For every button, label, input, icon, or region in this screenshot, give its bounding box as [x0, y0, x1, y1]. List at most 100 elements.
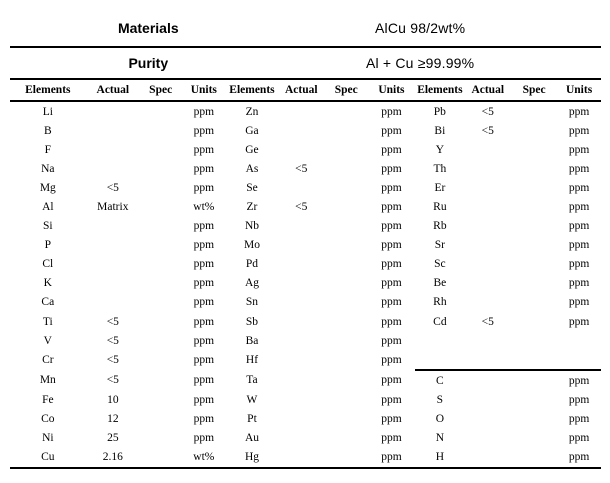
table-row: Mg <5 ppm Se ppm Er ppm: [10, 178, 601, 197]
actual-cell-group-1: <5: [106, 374, 119, 387]
element-cell-group-2: Hg: [244, 451, 259, 464]
actual-cell-group-3: <5: [481, 105, 494, 118]
actual-cell-group-1: 2.16: [102, 451, 123, 464]
actual-cell-group-2: [278, 370, 325, 390]
element-cell-group-1: B: [43, 124, 52, 137]
units-cell-group-3: ppm: [568, 296, 590, 309]
units-cell-group-3: ppm: [568, 181, 590, 194]
units-cell-group-3: ppm: [568, 105, 590, 118]
element-cell-group-3: Rh: [433, 296, 447, 309]
purity-value: Al + Cu ≥99.99%: [365, 55, 475, 71]
units-cell-group-1: ppm: [193, 393, 215, 406]
units-cell-group-2: ppm: [381, 432, 402, 445]
element-cell-group-3: [415, 331, 464, 350]
units-cell-group-2: ppm: [381, 124, 402, 137]
units-cell-group-2: ppm: [381, 201, 402, 214]
actual-cell-group-3: [464, 293, 511, 312]
units-cell-group-1: ppm: [193, 334, 215, 347]
element-cell-group-3: Be: [433, 277, 447, 290]
element-cell-group-1: Cl: [42, 258, 54, 271]
element-cell-group-1: Al: [42, 201, 54, 214]
element-cell-group-1: Fe: [42, 393, 54, 406]
spec-cell-group-1: [140, 312, 181, 331]
actual-cell-group-3: [464, 331, 511, 350]
spec-cell-group-3: [511, 429, 557, 448]
units-cell-group-1: ppm: [193, 181, 215, 194]
spec-cell-group-1: [140, 331, 181, 350]
spec-cell-group-3: [511, 274, 557, 293]
column-header-units-group-2: Units: [367, 80, 416, 102]
units-cell-group-2: ppm: [381, 162, 402, 175]
element-cell-group-2: Ag: [244, 277, 259, 290]
units-cell-group-2: ppm: [381, 393, 402, 406]
units-cell-group-1: wt%: [193, 201, 215, 214]
actual-cell-group-1: 12: [107, 413, 119, 426]
purity-table-document: Materials AlCu 98/2wt% Purity Al + Cu ≥9…: [10, 10, 601, 469]
actual-cell-group-1: [86, 255, 140, 274]
element-cell-group-3: Sc: [434, 258, 446, 271]
column-header-row: Elements Actual Spec Units Elements Actual Spe…: [10, 80, 601, 102]
units-cell-group-1: ppm: [193, 296, 215, 309]
units-cell-group-3: ppm: [568, 413, 590, 426]
actual-cell-group-1: <5: [106, 334, 119, 347]
spec-cell-group-2: [325, 293, 368, 312]
column-header-elements-group-3: Elements: [415, 80, 465, 102]
element-cell-group-2: Se: [246, 181, 258, 194]
table-row: Cr <5 ppm Hf ppm: [10, 350, 601, 372]
element-cell-group-1: Na: [41, 162, 55, 175]
actual-cell-group-1: [86, 217, 140, 236]
spec-cell-group-2: [325, 159, 368, 178]
element-cell-group-2: Ba: [245, 334, 259, 347]
element-cell-group-1: Ni: [42, 432, 54, 445]
units-cell-group-2: ppm: [381, 181, 402, 194]
spec-cell-group-3: [511, 217, 557, 236]
element-cell-group-2: W: [246, 393, 258, 406]
units-cell-group-2: ppm: [381, 354, 402, 367]
units-cell-group-1: ppm: [193, 315, 215, 328]
actual-cell-group-2: [278, 274, 325, 293]
column-header-spec-group-3: Spec: [511, 80, 558, 102]
spec-cell-group-1: [140, 121, 181, 140]
spec-cell-group-2: [325, 331, 368, 350]
units-cell-group-3: ppm: [568, 143, 590, 156]
element-cell-group-2: Nb: [244, 220, 259, 233]
actual-cell-group-2: [278, 236, 325, 255]
spec-cell-group-1: [140, 178, 181, 197]
actual-cell-group-1: 25: [107, 432, 119, 445]
spec-cell-group-2: [325, 197, 368, 216]
spec-cell-group-2: [325, 274, 368, 293]
table-row: Si ppm Nb ppm Rb ppm: [10, 217, 601, 236]
actual-cell-group-3: <5: [481, 315, 494, 328]
purity-row: Purity Al + Cu ≥99.99%: [10, 48, 601, 80]
spec-cell-group-1: [140, 236, 181, 255]
elements-table: Elements Actual Spec Units Elements Actual Spe…: [10, 80, 601, 469]
table-row: Ca ppm Sn ppm Rh ppm: [10, 293, 601, 312]
actual-cell-group-3: [464, 217, 511, 236]
element-cell-group-2: Zr: [246, 201, 258, 214]
units-cell-group-1: ppm: [193, 277, 215, 290]
actual-cell-group-1: [86, 293, 140, 312]
element-cell-group-2: Ga: [245, 124, 259, 137]
actual-cell-group-2: <5: [295, 162, 308, 175]
spec-cell-group-2: [325, 410, 368, 429]
element-cell-group-1: Ca: [41, 296, 55, 309]
actual-cell-group-1: [86, 274, 140, 293]
units-cell-group-3: ppm: [568, 239, 590, 252]
element-cell-group-2: Zn: [245, 105, 259, 118]
materials-value: AlCu 98/2wt%: [374, 20, 466, 36]
actual-cell-group-3: <5: [481, 124, 494, 137]
element-cell-group-3: Pb: [433, 105, 446, 118]
element-cell-group-3: Sr: [434, 239, 445, 252]
spec-cell-group-2: [325, 255, 368, 274]
actual-cell-group-3: [464, 159, 511, 178]
spec-cell-group-3: [511, 410, 557, 429]
units-cell-group-3: ppm: [568, 124, 590, 137]
table-row: V <5 ppm Ba ppm: [10, 331, 601, 350]
element-cell-group-2: Sb: [245, 315, 259, 328]
